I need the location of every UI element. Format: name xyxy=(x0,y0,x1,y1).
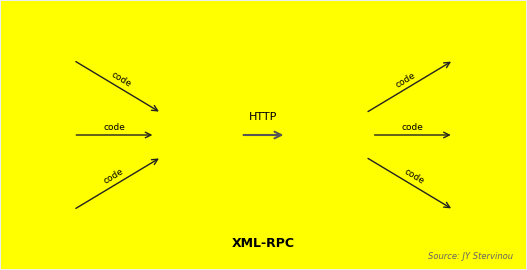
Text: HTTP: HTTP xyxy=(249,112,278,122)
Text: XML: XML xyxy=(185,129,211,141)
Text: DATA: DATA xyxy=(465,130,497,140)
FancyBboxPatch shape xyxy=(104,28,426,242)
Text: XML-RPC: XML-RPC xyxy=(232,237,295,250)
Text: DATA: DATA xyxy=(30,55,62,65)
Text: Source: JY Stervinou: Source: JY Stervinou xyxy=(427,252,512,261)
Text: XML: XML xyxy=(316,129,342,141)
Circle shape xyxy=(286,92,372,178)
Circle shape xyxy=(155,92,241,178)
Text: DATA: DATA xyxy=(30,205,62,215)
Text: DATA: DATA xyxy=(465,205,497,215)
Text: code: code xyxy=(394,70,417,89)
Text: DATA: DATA xyxy=(465,55,497,65)
Text: code: code xyxy=(110,70,133,89)
Text: code: code xyxy=(102,167,125,186)
Text: code: code xyxy=(402,123,424,131)
Text: code: code xyxy=(402,167,425,186)
Text: code: code xyxy=(103,123,125,131)
Text: DATA: DATA xyxy=(30,130,62,140)
